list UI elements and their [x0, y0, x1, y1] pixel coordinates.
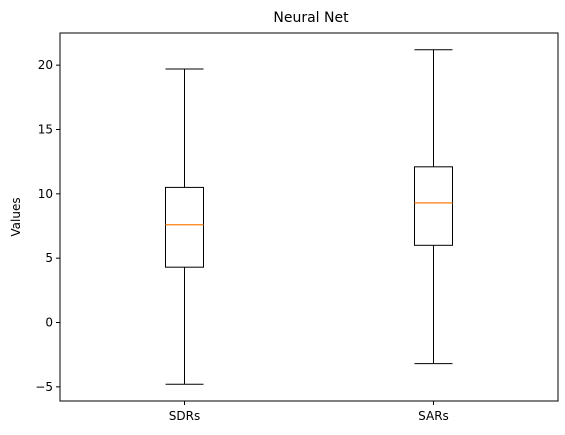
y-tick-label: 5 — [45, 251, 53, 265]
plot-area: −5 0 5 10 15 20 SDRs SARs — [35, 49, 453, 423]
box-SARs — [414, 166, 453, 246]
y-tick-label: 15 — [38, 123, 53, 137]
y-tick-label: 20 — [38, 58, 53, 72]
chart-title: Neural Net — [273, 10, 349, 26]
x-tick-label: SDRs — [169, 409, 200, 423]
x-tick-label: SARs — [418, 409, 449, 423]
y-tick-label: −5 — [35, 380, 53, 394]
plot-frame — [59, 32, 559, 402]
y-tick-label: 10 — [38, 187, 53, 201]
y-axis-label: Values — [9, 197, 23, 236]
y-tick-label: 0 — [45, 316, 53, 330]
box-SDRs — [165, 186, 204, 268]
